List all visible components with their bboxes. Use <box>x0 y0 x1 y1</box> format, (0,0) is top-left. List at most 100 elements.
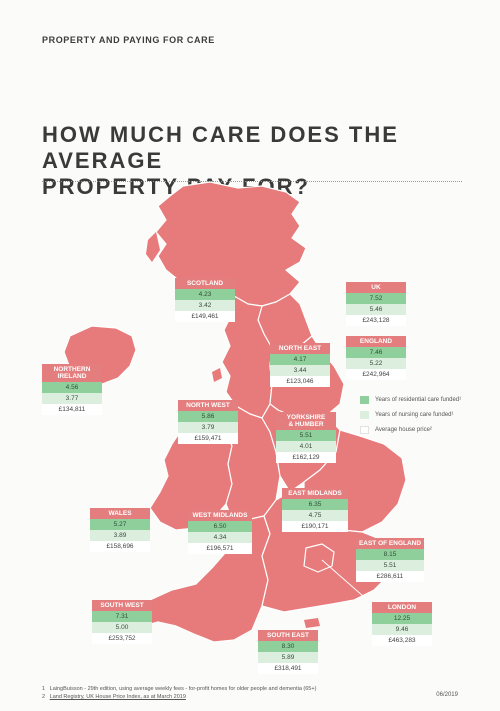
region-name: LONDON <box>372 602 432 613</box>
map-island-orkney <box>267 211 273 217</box>
map-island-hebrides <box>146 232 160 262</box>
residential-years: 7.31 <box>92 611 152 622</box>
title-divider <box>42 181 462 182</box>
residential-years: 4.17 <box>270 354 330 365</box>
region-name: UK <box>346 282 406 293</box>
map-island-isle-of-man <box>212 368 222 382</box>
residential-years: 5.27 <box>90 519 150 530</box>
nursing-years: 5.89 <box>258 652 318 663</box>
residential-years: 7.52 <box>346 293 406 304</box>
nursing-years: 9.46 <box>372 624 432 635</box>
legend-label-price: Average house price² <box>375 427 432 433</box>
residential-years: 5.86 <box>178 411 238 422</box>
residential-years: 12.25 <box>372 613 432 624</box>
house-price: £159,471 <box>178 433 238 444</box>
nursing-years: 3.79 <box>178 422 238 433</box>
legend-item-nursing: Years of nursing care funded¹ <box>360 411 461 419</box>
footnote-2-link[interactable]: Land Registry, UK House Price Index, as … <box>49 694 186 700</box>
region-name: SOUTH WEST <box>92 600 152 611</box>
nursing-years: 5.46 <box>346 304 406 315</box>
region-box-north-west: NORTH WEST 5.86 3.79 £159,471 <box>178 400 238 444</box>
house-price: £196,571 <box>188 543 252 554</box>
map-legend: Years of residential care funded¹ Years … <box>360 396 461 441</box>
region-box-east-of-england: EAST OF ENGLAND 8.15 5.51 £286,611 <box>356 538 424 582</box>
footnote-2: 2 Land Registry, UK House Price Index, a… <box>42 693 316 701</box>
region-box-north-east: NORTH EAST 4.17 3.44 £123,046 <box>270 343 330 387</box>
house-price: £162,129 <box>276 452 336 463</box>
residential-years: 7.46 <box>346 347 406 358</box>
region-box-uk: UK 7.52 5.46 £243,128 <box>346 282 406 326</box>
house-price: £149,461 <box>175 311 235 322</box>
house-price: £123,046 <box>270 376 330 387</box>
region-box-wales: WALES 5.27 3.89 £158,696 <box>90 508 150 552</box>
region-name-line-2: IRELAND <box>57 373 87 380</box>
region-name: ENGLAND <box>346 336 406 347</box>
residential-years: 8.30 <box>258 641 318 652</box>
region-name: EAST OF ENGLAND <box>356 538 424 549</box>
region-name: WEST MIDLANDS <box>188 510 252 521</box>
legend-item-residential: Years of residential care funded¹ <box>360 396 461 404</box>
nursing-years: 3.44 <box>270 365 330 376</box>
legend-item-price: Average house price² <box>360 426 461 434</box>
region-box-west-midlands: WEST MIDLANDS 6.50 4.34 £196,571 <box>188 510 252 554</box>
region-name: NORTH EAST <box>270 343 330 354</box>
nursing-years: 3.89 <box>90 530 150 541</box>
nursing-years: 3.77 <box>42 393 102 404</box>
region-box-south-west: SOUTH WEST 7.31 5.00 £253,752 <box>92 600 152 644</box>
residential-years: 4.56 <box>42 382 102 393</box>
nursing-years: 5.51 <box>356 560 424 571</box>
region-box-east-midlands: EAST MIDLANDS 6.35 4.75 £190,171 <box>282 488 348 532</box>
house-price: £253,752 <box>92 633 152 644</box>
legend-label-nursing: Years of nursing care funded¹ <box>375 412 454 418</box>
house-price: £286,611 <box>356 571 424 582</box>
map-island-isle-of-wight <box>304 618 320 628</box>
house-price: £190,171 <box>282 521 348 532</box>
house-price: £463,283 <box>372 635 432 646</box>
nursing-years: 5.22 <box>346 358 406 369</box>
footnote-1-text: LaingBuisson - 29th edition, using avera… <box>49 686 317 692</box>
publication-date: 06/2019 <box>436 692 458 698</box>
map-island-shetland <box>279 203 285 209</box>
footnotes: 1 LaingBuisson - 29th edition, using ave… <box>42 685 316 701</box>
legend-swatch-nursing <box>360 411 369 419</box>
london-leader-line <box>321 559 373 605</box>
region-box-south-east: SOUTH EAST 8.30 5.89 £318,491 <box>258 630 318 674</box>
residential-years: 6.50 <box>188 521 252 532</box>
house-price: £243,128 <box>346 315 406 326</box>
region-box-scotland: SCOTLAND 4.23 3.42 £149,461 <box>175 278 235 322</box>
region-box-london: LONDON 12.25 9.46 £463,283 <box>372 602 432 646</box>
region-name: SOUTH EAST <box>258 630 318 641</box>
region-name-line-2: & HUMBER <box>288 421 324 428</box>
region-name: NORTH WEST <box>178 400 238 411</box>
house-price: £318,491 <box>258 663 318 674</box>
nursing-years: 4.75 <box>282 510 348 521</box>
nursing-years: 4.34 <box>188 532 252 543</box>
title-line-1: HOW MUCH CARE DOES THE AVERAGE <box>42 122 399 173</box>
map-region-london <box>303 543 335 573</box>
region-name: NORTHERN IRELAND <box>42 364 102 382</box>
region-box-northern-ireland: NORTHERN IRELAND 4.56 3.77 £134,811 <box>42 364 102 415</box>
region-name: EAST MIDLANDS <box>282 488 348 499</box>
footnote-1-number: 1 <box>42 686 46 692</box>
nursing-years: 3.42 <box>175 300 235 311</box>
nursing-years: 4.01 <box>276 441 336 452</box>
residential-years: 4.23 <box>175 289 235 300</box>
region-name-line-1: NORTHERN <box>53 366 91 373</box>
nursing-years: 5.00 <box>92 622 152 633</box>
house-price: £158,696 <box>90 541 150 552</box>
residential-years: 8.15 <box>356 549 424 560</box>
section-label: PROPERTY AND PAYING FOR CARE <box>42 35 215 45</box>
region-name: SCOTLAND <box>175 278 235 289</box>
region-box-england: ENGLAND 7.46 5.22 £242,964 <box>346 336 406 380</box>
legend-label-residential: Years of residential care funded¹ <box>375 397 462 403</box>
legend-swatch-price <box>360 426 369 434</box>
region-box-yorkshire-humber: YORKSHIRE & HUMBER 5.51 4.01 £162,129 <box>276 412 336 463</box>
page-title: HOW MUCH CARE DOES THE AVERAGE PROPERTY … <box>42 122 472 200</box>
region-name: YORKSHIRE & HUMBER <box>276 412 336 430</box>
region-name: WALES <box>90 508 150 519</box>
house-price: £242,964 <box>346 369 406 380</box>
residential-years: 6.35 <box>282 499 348 510</box>
footnote-1: 1 LaingBuisson - 29th edition, using ave… <box>42 685 316 693</box>
region-name-line-1: YORKSHIRE <box>286 414 326 421</box>
residential-years: 5.51 <box>276 430 336 441</box>
